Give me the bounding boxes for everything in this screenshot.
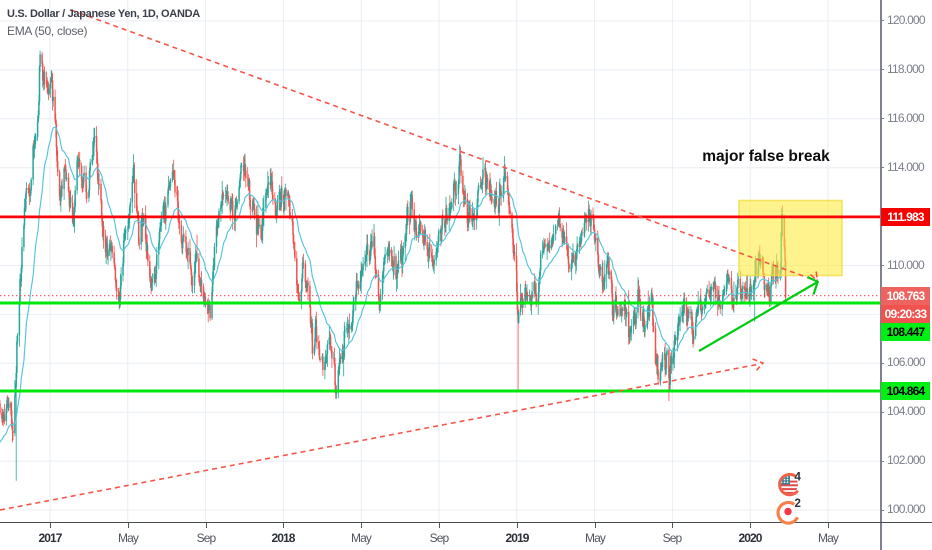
svg-text:4: 4 xyxy=(795,472,802,484)
svg-text:2: 2 xyxy=(795,498,801,510)
